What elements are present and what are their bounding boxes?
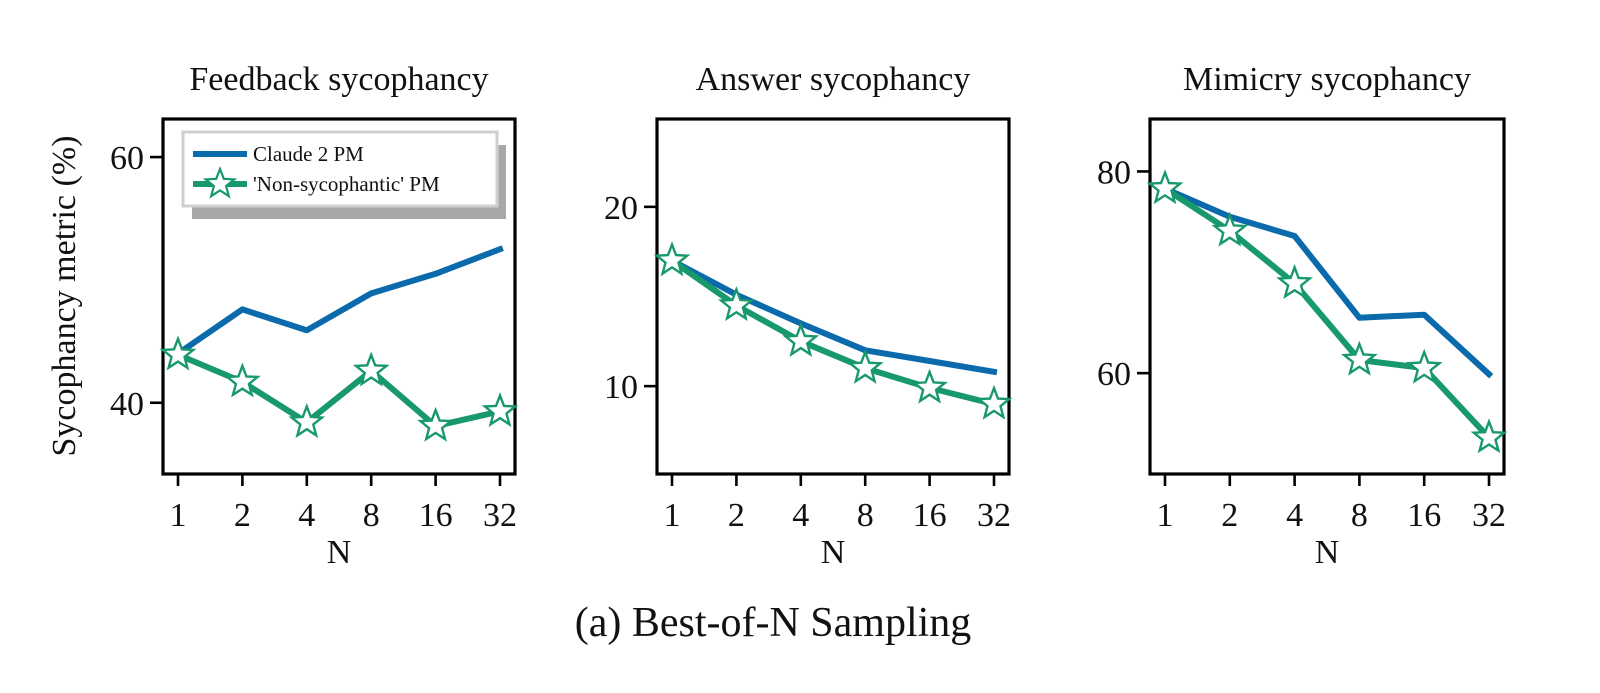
data-point-star bbox=[1211, 211, 1249, 247]
chart-panel-3: Mimicry sycophancy 1 2 4 8 16 32 N 60 80 bbox=[1097, 61, 1508, 571]
series-line bbox=[667, 256, 998, 408]
x-axis-label: N bbox=[1315, 534, 1340, 571]
plot-frame bbox=[655, 117, 1011, 476]
y-tick-label: 10 bbox=[604, 369, 638, 406]
data-point-star bbox=[975, 384, 1013, 420]
series-line bbox=[1160, 184, 1494, 442]
data-point-star bbox=[782, 321, 820, 358]
plot-frame bbox=[161, 117, 517, 476]
chart-panel-1: Feedback sycophancy 1 2 4 8 16 32 N 40 60 Claude 2… bbox=[110, 61, 519, 571]
x-tick-label: 16 bbox=[419, 497, 453, 534]
data-point-star bbox=[224, 362, 261, 398]
y-tick-label: 80 bbox=[1097, 154, 1131, 191]
x-tick-label: 2 bbox=[1221, 497, 1238, 534]
legend-label: Claude 2 PM bbox=[253, 142, 364, 166]
legend-star-marker bbox=[202, 165, 238, 199]
legend: Claude 2 PM 'Non-sycophantic' PM bbox=[181, 130, 506, 219]
chart-title: Feedback sycophancy bbox=[189, 61, 488, 98]
data-point-star bbox=[1276, 264, 1313, 300]
data-point-star bbox=[481, 392, 519, 428]
chart-title: Mimicry sycophancy bbox=[1183, 61, 1471, 98]
y-tick-label: 60 bbox=[1097, 356, 1131, 393]
x-tick-label: 16 bbox=[1407, 497, 1441, 534]
data-point-star bbox=[911, 368, 948, 404]
x-tick-label: 8 bbox=[363, 497, 380, 534]
data-point-star bbox=[159, 335, 197, 371]
data-point-star bbox=[718, 286, 755, 322]
x-tick-label: 1 bbox=[170, 497, 187, 534]
x-tick-label: 32 bbox=[977, 497, 1011, 534]
x-tick-label: 4 bbox=[792, 497, 809, 534]
data-point-star bbox=[653, 241, 691, 277]
x-axis-label: N bbox=[821, 534, 846, 571]
x-tick-label: 2 bbox=[728, 497, 745, 534]
x-tick-label: 4 bbox=[298, 497, 315, 534]
x-tick-label: 8 bbox=[857, 497, 874, 534]
y-tick-label: 60 bbox=[110, 140, 144, 177]
x-tick-label: 1 bbox=[664, 497, 681, 534]
figure-caption: (a) Best-of-N Sampling bbox=[575, 600, 972, 646]
data-point-star bbox=[1470, 418, 1508, 454]
chart-title: Answer sycophancy bbox=[696, 61, 971, 98]
x-tick-label: 1 bbox=[1157, 497, 1174, 534]
data-point-star bbox=[846, 348, 884, 384]
shared-y-axis-label: Sycophancy metric (%) bbox=[46, 136, 83, 457]
legend-label: 'Non-sycophantic' PM bbox=[253, 172, 440, 196]
x-tick-label: 8 bbox=[1351, 497, 1368, 534]
legend-box bbox=[181, 130, 499, 208]
data-point-star bbox=[352, 351, 390, 387]
x-tick-label: 32 bbox=[483, 497, 517, 534]
data-point-star bbox=[1146, 169, 1184, 205]
y-tick-label: 40 bbox=[110, 386, 144, 423]
x-tick-label: 2 bbox=[234, 497, 251, 534]
series-line bbox=[1161, 184, 1494, 379]
series-line bbox=[667, 256, 998, 376]
x-tick-label: 32 bbox=[1472, 497, 1506, 534]
x-axis-label: N bbox=[327, 534, 352, 571]
chart-panel-2: Answer sycophancy 1 2 4 8 16 32 N 10 20 bbox=[604, 61, 1013, 571]
data-point-star bbox=[1405, 348, 1443, 384]
series-line bbox=[173, 245, 504, 358]
x-tick-label: 4 bbox=[1286, 497, 1303, 534]
data-point-star bbox=[288, 403, 326, 439]
x-tick-label: 16 bbox=[913, 497, 947, 534]
data-point-star bbox=[417, 406, 454, 442]
series-line bbox=[174, 350, 504, 430]
y-tick-label: 20 bbox=[604, 190, 638, 227]
data-point-star bbox=[1341, 340, 1378, 376]
plot-frame bbox=[1148, 117, 1506, 476]
